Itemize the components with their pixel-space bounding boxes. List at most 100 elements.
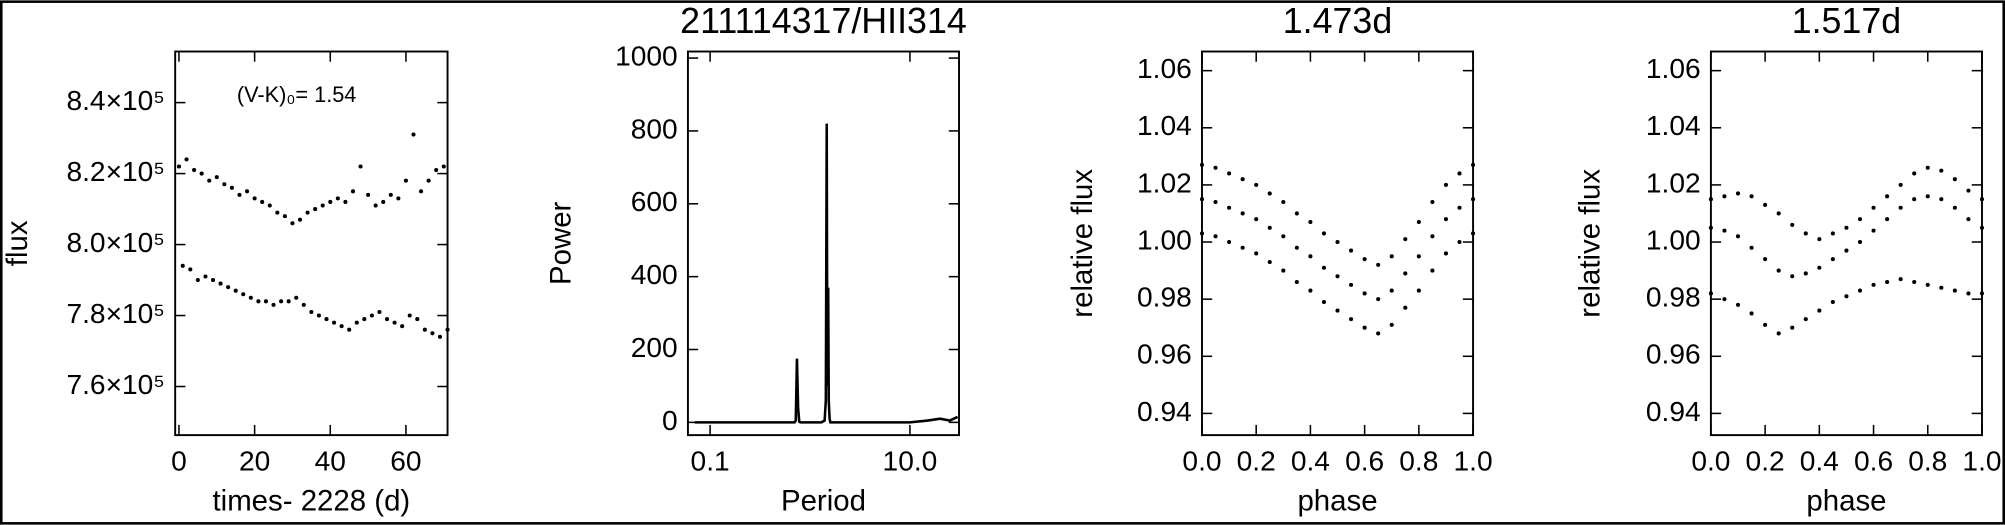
data-point	[1430, 199, 1435, 205]
data-point	[282, 214, 287, 219]
data-point	[1803, 271, 1808, 276]
data-point	[1199, 231, 1205, 236]
data-point	[1294, 211, 1299, 216]
data-point	[1939, 197, 1944, 202]
data-point	[441, 164, 446, 169]
data-point	[1471, 162, 1476, 167]
data-point	[1213, 165, 1218, 170]
data-point	[1844, 294, 1849, 299]
data-point	[426, 178, 431, 183]
data-point	[180, 263, 185, 268]
y-tick-label: 8.2×10⁵	[66, 156, 164, 187]
x-axis-label: Period	[781, 485, 866, 518]
y-tick-label: 1.06	[1137, 53, 1192, 84]
data-point	[403, 178, 408, 183]
data-point	[275, 210, 280, 215]
data-point	[233, 288, 238, 293]
x-axis-label: phase	[1806, 485, 1886, 518]
data-point	[1443, 217, 1448, 222]
x-tick-label: 0.8	[1399, 446, 1438, 477]
annotation: (V-K)₀= 1.54	[237, 82, 356, 107]
y-tick-label: 7.6×10⁵	[66, 369, 164, 400]
data-point	[1254, 182, 1259, 187]
data-point	[1749, 245, 1754, 250]
data-point	[328, 199, 333, 205]
data-point	[297, 217, 303, 222]
data-point	[222, 182, 227, 187]
data-point	[305, 210, 310, 215]
data-point	[1966, 291, 1971, 296]
y-tick-label: 1.06	[1646, 53, 1701, 84]
data-point	[1267, 191, 1272, 196]
data-point	[271, 302, 276, 307]
data-point	[1763, 322, 1768, 327]
data-point	[339, 324, 344, 329]
data-point	[279, 299, 284, 304]
data-point	[1871, 205, 1876, 210]
data-point	[1362, 257, 1367, 262]
data-point	[1925, 194, 1930, 199]
data-point	[1885, 194, 1890, 199]
data-point	[1321, 231, 1327, 236]
data-point	[1735, 191, 1741, 196]
chart-title: 1.473d	[1283, 1, 1393, 41]
data-point	[1708, 225, 1713, 230]
data-point	[1376, 297, 1381, 302]
data-point	[184, 157, 189, 162]
data-point	[1294, 279, 1299, 285]
data-point	[1830, 299, 1835, 305]
data-point	[1430, 234, 1435, 239]
data-point	[369, 313, 374, 318]
data-point	[411, 132, 416, 137]
data-point	[176, 164, 182, 169]
data-point	[1240, 245, 1245, 250]
y-tick-label: 1.02	[1137, 167, 1192, 198]
data-point	[245, 189, 250, 194]
x-tick-label: 0.2	[1746, 446, 1785, 477]
y-tick-label: 400	[631, 259, 678, 290]
y-tick-label: 200	[631, 332, 678, 363]
x-tick-label: 0.2	[1237, 446, 1276, 477]
data-point	[1898, 205, 1903, 210]
data-point	[1199, 162, 1205, 167]
data-point	[290, 221, 295, 226]
data-point	[1403, 271, 1408, 276]
data-point	[1722, 297, 1727, 302]
x-tick-label: 1.0	[1454, 446, 1493, 477]
data-point	[252, 196, 257, 201]
data-point	[332, 320, 337, 325]
data-point	[248, 295, 253, 300]
y-tick-label: 0.96	[1646, 339, 1701, 370]
x-tick-label: 0	[171, 446, 187, 477]
data-point	[1912, 279, 1917, 285]
data-point	[1898, 277, 1903, 282]
y-tick-label: 0	[662, 405, 678, 436]
data-point	[1430, 268, 1435, 273]
data-point	[1817, 237, 1822, 242]
data-point	[1790, 274, 1795, 279]
x-axis-label: times- 2228 (d)	[212, 485, 410, 518]
data-point	[199, 171, 204, 176]
y-tick-label: 0.96	[1137, 339, 1192, 370]
data-point	[1471, 197, 1476, 202]
data-point	[350, 189, 356, 194]
data-point	[1443, 251, 1448, 256]
data-point	[1939, 285, 1944, 290]
data-point	[362, 317, 367, 322]
data-point	[1281, 268, 1286, 273]
chart-title: 1.517d	[1792, 1, 1902, 41]
data-point	[1979, 197, 1985, 202]
x-tick-label: 0.0	[1182, 446, 1221, 477]
data-point	[195, 278, 200, 283]
data-point	[192, 167, 197, 173]
y-tick-label: 0.98	[1137, 282, 1192, 313]
data-point	[384, 317, 390, 322]
power-line	[694, 123, 959, 424]
data-point	[1885, 279, 1890, 285]
data-point	[263, 299, 269, 304]
x-tick-label: 0.6	[1345, 446, 1384, 477]
data-point	[373, 203, 378, 208]
x-axis-label: phase	[1297, 485, 1377, 518]
data-point	[1735, 234, 1741, 239]
data-point	[226, 285, 231, 290]
